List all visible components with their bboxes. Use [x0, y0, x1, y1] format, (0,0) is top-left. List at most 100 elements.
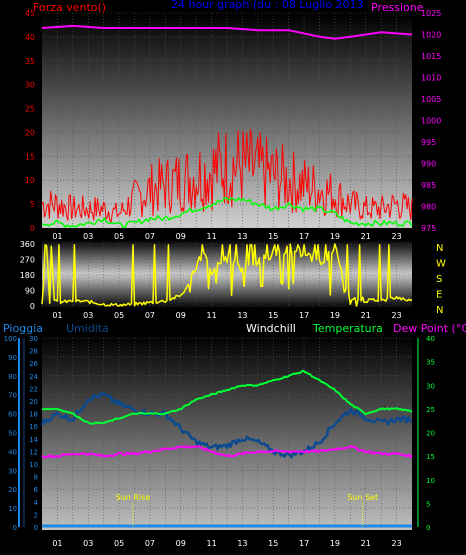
pressure-y-tick: 1025	[421, 9, 441, 18]
x-tick-label: 19	[330, 311, 340, 320]
rain-y-tick: 90	[8, 354, 17, 362]
humidity-y-tick: 8	[34, 474, 38, 482]
temperature-y-tick: 25	[426, 406, 435, 414]
wind-y-tick: 15	[25, 152, 35, 161]
direction-letter: W	[436, 259, 446, 270]
pressure-y-tick: 990	[421, 160, 436, 169]
wind-direction-line	[41, 243, 413, 307]
rain-y-tick: 70	[8, 392, 17, 400]
rain-y-tick: 60	[8, 411, 17, 419]
rain-label: Pioggia	[3, 322, 43, 335]
dewpoint-line	[41, 444, 413, 459]
x-tick-label: 07	[145, 311, 155, 320]
rain-y-tick: 20	[8, 486, 17, 494]
x-tick-label: 21	[361, 232, 371, 241]
direction-y-tick: 270	[20, 256, 35, 265]
temperature-y-tick: 30	[426, 382, 435, 390]
x-tick-label: 13	[237, 232, 247, 241]
rain-y-tick: 0	[13, 524, 17, 532]
pressure-y-tick: 1005	[421, 95, 441, 104]
x-tick-label: 03	[83, 311, 93, 320]
windchill-label: Windchill	[246, 322, 296, 335]
wind-y-tick: 35	[25, 57, 35, 66]
pressure-y-tick: 1000	[421, 117, 441, 126]
pressure-y-tick: 985	[421, 181, 436, 190]
rain-y-tick: 40	[8, 448, 17, 456]
rain-y-tick: 100	[4, 335, 17, 343]
x-tick-label: 05	[114, 311, 124, 320]
x-tick-label: 21	[361, 311, 371, 320]
pressure-y-tick: 1010	[421, 74, 441, 83]
rain-y-tick: 30	[8, 467, 17, 475]
direction-letter: S	[436, 274, 442, 285]
pressure-y-tick: 1015	[421, 52, 441, 61]
rain-y-tick: 10	[8, 505, 17, 513]
pressure-title: Pressione	[371, 1, 424, 14]
sunset-label: Sun Set	[347, 493, 378, 502]
wind-y-tick: 10	[25, 176, 35, 185]
x-tick-label: 13	[237, 539, 247, 548]
temperature-y-tick: 35	[426, 359, 435, 367]
x-tick-label: 09	[176, 539, 186, 548]
humidity-y-tick: 2	[34, 511, 38, 519]
rain-y-tick: 80	[8, 373, 17, 381]
humidity-y-tick: 4	[34, 499, 39, 507]
wind-speed-line	[41, 128, 413, 223]
pressure-y-tick: 1020	[421, 31, 441, 40]
x-tick-label: 15	[268, 311, 278, 320]
temperature-label: Temperatura	[312, 322, 383, 335]
humidity-y-tick: 14	[29, 436, 38, 444]
x-tick-label: 01	[52, 311, 62, 320]
x-tick-label: 23	[391, 539, 401, 548]
wind-y-tick: 20	[25, 128, 35, 137]
humidity-line	[40, 391, 412, 459]
pressure-y-tick: 980	[421, 203, 436, 212]
x-tick-label: 13	[237, 311, 247, 320]
temperature-y-tick: 0	[426, 524, 430, 532]
humidity-y-tick: 18	[29, 411, 38, 419]
temperature-y-tick: 15	[426, 453, 435, 461]
humidity-y-tick: 10	[29, 461, 38, 469]
temperature-y-tick: 10	[426, 477, 435, 485]
x-tick-label: 03	[83, 232, 93, 241]
x-tick-label: 15	[268, 539, 278, 548]
wind-y-tick: 5	[30, 200, 35, 209]
wind-y-tick: 45	[25, 9, 35, 18]
x-tick-label: 07	[145, 232, 155, 241]
pressure-line	[41, 24, 413, 40]
humidity-label: Umidita	[66, 322, 109, 335]
x-tick-label: 15	[268, 232, 278, 241]
wind-y-tick: 30	[25, 81, 35, 90]
x-tick-label: 11	[206, 539, 216, 548]
direction-letter: N	[436, 305, 443, 316]
temperature-y-tick: 40	[426, 335, 435, 343]
x-tick-label: 01	[52, 232, 62, 241]
humidity-y-tick: 12	[29, 448, 38, 456]
wind-title: Forza vento()	[33, 1, 106, 14]
x-tick-label: 19	[330, 539, 340, 548]
pressure-y-tick: 995	[421, 138, 436, 147]
x-tick-label: 19	[330, 232, 340, 241]
wind-y-tick: 0	[30, 224, 35, 233]
wind-y-tick: 40	[25, 33, 35, 42]
direction-y-tick: 90	[25, 287, 35, 296]
humidity-y-tick: 30	[29, 335, 38, 343]
x-tick-label: 05	[114, 232, 124, 241]
x-tick-label: 21	[361, 539, 371, 548]
wind-y-tick: 25	[25, 105, 35, 114]
temperature-line	[41, 369, 413, 425]
humidity-y-tick: 24	[29, 373, 38, 381]
wind-gust-line	[41, 196, 413, 229]
x-tick-label: 23	[391, 232, 401, 241]
x-tick-label: 17	[299, 539, 309, 548]
rain-y-tick: 50	[8, 430, 17, 438]
x-tick-label: 17	[299, 311, 309, 320]
humidity-y-tick: 22	[29, 385, 38, 393]
temperature-y-tick: 20	[426, 430, 435, 438]
x-tick-label: 07	[145, 539, 155, 548]
direction-y-tick: 0	[30, 302, 35, 311]
pressure-y-tick: 975	[421, 224, 436, 233]
x-tick-label: 11	[206, 232, 216, 241]
humidity-y-tick: 26	[29, 360, 38, 368]
